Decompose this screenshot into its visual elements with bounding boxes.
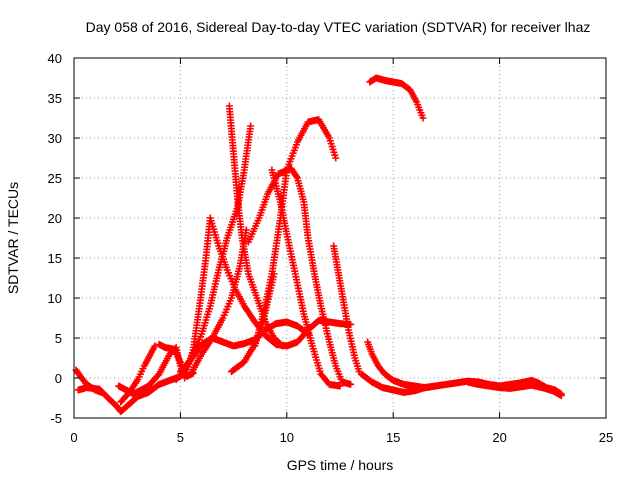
series-fall-26 [268, 166, 344, 390]
x-tick-label: 15 [386, 430, 400, 445]
data-point [247, 122, 255, 130]
chart-title: Day 058 of 2016, Sidereal Day-to-day VTE… [86, 19, 591, 35]
series-arc-26 [244, 164, 355, 388]
y-tick-label: 10 [48, 291, 62, 306]
data-point [332, 154, 340, 162]
data-point [419, 114, 427, 122]
y-tick-label: -5 [50, 411, 62, 426]
data-point [270, 270, 278, 278]
data-point [336, 382, 344, 390]
series-spike-34 [225, 102, 287, 350]
data-marks [72, 74, 565, 416]
x-tick-label: 10 [280, 430, 294, 445]
data-point [279, 342, 287, 350]
data-point [432, 382, 440, 390]
data-point [557, 392, 565, 400]
y-axis-label: SDTVAR / TECUs [5, 182, 21, 294]
axis-ticks: 0 5 10 15 20 25 -5 0 5 10 15 20 25 30 35 40 [48, 51, 614, 445]
y-tick-label: 30 [48, 131, 62, 146]
y-tick-label: 35 [48, 91, 62, 106]
data-point [154, 371, 162, 379]
data-point [347, 380, 355, 388]
x-tick-label: 5 [177, 430, 184, 445]
grid-lines [74, 58, 606, 418]
y-tick-label: 25 [48, 171, 62, 186]
x-tick-label: 20 [492, 430, 506, 445]
data-point [277, 341, 285, 349]
y-tick-label: 5 [55, 331, 62, 346]
series-v-arc [227, 270, 278, 376]
series-spike-16 [330, 242, 363, 376]
y-tick-label: 20 [48, 211, 62, 226]
x-axis-label: GPS time / hours [287, 457, 394, 473]
data-point [151, 342, 159, 350]
y-tick-label: 40 [48, 51, 62, 66]
x-tick-label: 0 [70, 430, 77, 445]
series-tail-14-lower [357, 370, 440, 396]
x-tick-label: 25 [599, 430, 613, 445]
series-high-arc [366, 74, 427, 122]
plot-frame [73, 57, 607, 419]
y-tick-label: 15 [48, 251, 62, 266]
y-tick-label: 0 [55, 371, 62, 386]
series-tail-late [464, 378, 565, 400]
